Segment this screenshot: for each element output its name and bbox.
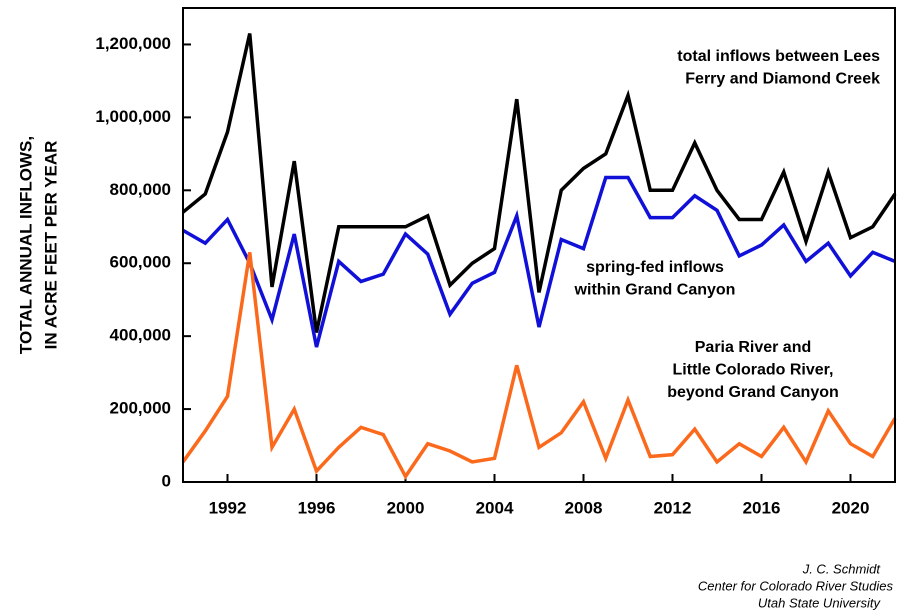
plot-frame (182, 7, 896, 483)
x-tick-label: 2020 (832, 498, 870, 517)
series-line (181, 33, 897, 333)
credit: J. C. Schmidt (802, 561, 882, 576)
y-tick-label: 800,000 (110, 180, 171, 199)
credit: Utah State University (758, 595, 882, 610)
x-tick-label: 1996 (298, 498, 336, 517)
y-tick-label: 200,000 (110, 399, 171, 418)
series-label: total inflows between Lees Ferry and Diam… (677, 48, 880, 88)
x-tick-label: 2008 (565, 498, 603, 517)
y-tick-label: 0 (162, 471, 171, 490)
x-tick-label: 1992 (209, 498, 247, 517)
x-tick-label: 2004 (476, 498, 514, 517)
series-label: Paria River and Little Colorado River, bey… (667, 339, 839, 401)
series-label: spring-fed inflows within Grand Canyon (574, 259, 736, 299)
y-axis-label: IN ACRE FEET PER YEAR (41, 141, 60, 350)
y-tick-label: 400,000 (110, 326, 171, 345)
y-tick-label: 1,000,000 (95, 107, 171, 126)
x-tick-label: 2012 (654, 498, 692, 517)
series-line (182, 175, 896, 348)
x-tick-label: 2000 (387, 498, 425, 517)
credit: Center for Colorado River Studies (698, 578, 894, 593)
x-tick-label: 2016 (743, 498, 781, 517)
y-tick-label: 1,200,000 (95, 34, 171, 53)
y-axis-label: TOTAL ANNUAL INFLOWS, (16, 136, 35, 354)
series-line (181, 252, 897, 480)
y-tick-label: 600,000 (110, 253, 171, 272)
